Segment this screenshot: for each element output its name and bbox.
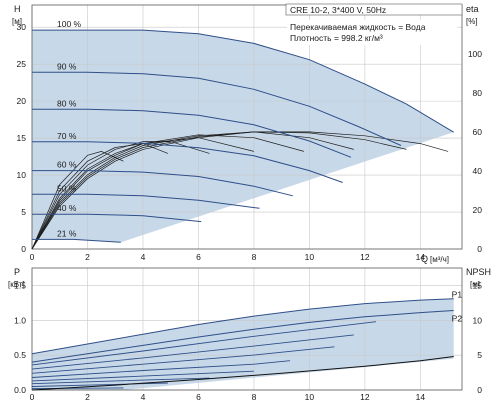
head-curve-60-percent (32, 170, 293, 197)
eta-tick-label: 100 (468, 49, 482, 59)
eta-tick-label: 40 (473, 166, 483, 176)
speed-label: 60 % (57, 160, 77, 170)
model-label: CRE 10-2, 3*400 V, 50Hz (290, 5, 386, 15)
eta-axis-unit: [%] (466, 17, 478, 26)
x-tick-label: 4 (141, 392, 146, 400)
power-series-label: P2 (452, 314, 463, 324)
speed-label: 80 % (57, 98, 77, 108)
y-tick-label: 20 (17, 96, 27, 106)
head-axis-label: H (14, 4, 21, 14)
x-tick-label: 14 (416, 392, 426, 400)
fluid-info-box (287, 20, 457, 45)
npsh-axis-label: NPSH (466, 267, 491, 277)
p-tick-label: 0.0 (14, 385, 26, 395)
eta-tick-label: 20 (473, 205, 483, 215)
model-label-box (285, 3, 463, 16)
power-curve-speed (31, 370, 254, 382)
power-curve-speed (31, 377, 210, 385)
efficiency-curve (31, 137, 254, 250)
power-curve-speed (31, 382, 168, 387)
npsh-tick-label: 0 (477, 385, 482, 395)
head-curve-40-percent (32, 213, 202, 223)
x-tick-label: 6 (196, 392, 201, 400)
x-tick-label: 12 (360, 252, 370, 262)
eta-tick-label: 80 (473, 88, 483, 98)
speed-label: 90 % (57, 61, 77, 71)
npsh-curve (31, 356, 454, 391)
speed-label: 70 % (57, 131, 77, 141)
x-tick-label: 6 (196, 252, 201, 262)
efficiency-curve (31, 151, 124, 250)
speed-label: 100 % (57, 19, 82, 29)
power-series-label: P1 (452, 290, 463, 300)
head-curve-70-percent (32, 141, 343, 183)
y-tick-label: 5 (21, 207, 26, 217)
power-axis-label: P (14, 267, 20, 277)
x-tick-label: 10 (305, 392, 315, 400)
x-tick-label: 8 (252, 252, 257, 262)
efficiency-curve (31, 131, 407, 250)
x-tick-label: 0 (30, 392, 35, 400)
density-label: Плотность = 998.2 кг/м³ (290, 33, 383, 43)
power-axis-unit: [кВт] (8, 280, 25, 289)
npsh-axis-unit: [м] (470, 280, 480, 289)
head-curve-80-percent (32, 108, 352, 158)
npsh-tick-label: 10 (473, 315, 483, 325)
top-plot-frame (31, 4, 463, 250)
x-tick-label: 14 (416, 252, 426, 262)
power-curve-speed (31, 334, 354, 370)
operating-envelope-area (32, 30, 454, 243)
x-tick-label: 2 (85, 252, 90, 262)
speed-label: 40 % (57, 203, 77, 213)
x-tick-label: 4 (141, 252, 146, 262)
npsh-tick-label: 15 (473, 280, 483, 290)
p-tick-label: 1.0 (14, 315, 26, 325)
npsh-tick-label: 5 (477, 350, 482, 360)
x-tick-label: 10 (305, 252, 315, 262)
power-curve-speed (31, 321, 377, 366)
fluid-label: Перекачиваемая жидкость = Вода (290, 22, 426, 32)
eta-tick-label: 0 (477, 244, 482, 254)
x-tick-label: 12 (360, 392, 370, 400)
y-tick-label: 30 (17, 22, 27, 32)
head-curve-90-percent (32, 71, 402, 146)
efficiency-curve (31, 143, 169, 250)
power-curve-speed (31, 360, 291, 378)
eta-tick-label: 60 (473, 127, 483, 137)
y-tick-label: 15 (17, 133, 27, 143)
x-tick-label: 2 (85, 392, 90, 400)
p-tick-label: 0.5 (14, 350, 26, 360)
flow-axis-label: Q (421, 254, 428, 264)
p-tick-label: 1.5 (14, 280, 26, 290)
y-tick-label: 10 (17, 170, 27, 180)
head-curve-100-percent (32, 29, 454, 133)
bottom-plot-frame (31, 267, 463, 391)
speed-label: 50 % (57, 183, 77, 193)
power-curve-speed (31, 387, 124, 390)
head-curve-50-percent (32, 193, 260, 209)
power-envelope-area (32, 298, 454, 390)
flow-axis-unit: [м³/ч] (430, 255, 449, 264)
efficiency-curve (31, 134, 304, 250)
eta-axis-label: eta (466, 4, 479, 14)
y-tick-label: 0 (21, 244, 26, 254)
power-curve-speed (31, 346, 335, 374)
speed-label: 21 % (57, 228, 77, 238)
head-axis-unit: [м] (12, 17, 22, 26)
head-curve-21-percent (32, 238, 121, 243)
power-curve-p1 (31, 298, 454, 355)
power-curve-p2 (31, 310, 454, 363)
x-tick-label: 8 (252, 392, 257, 400)
y-tick-label: 25 (17, 59, 27, 69)
x-tick-label: 0 (30, 252, 35, 262)
